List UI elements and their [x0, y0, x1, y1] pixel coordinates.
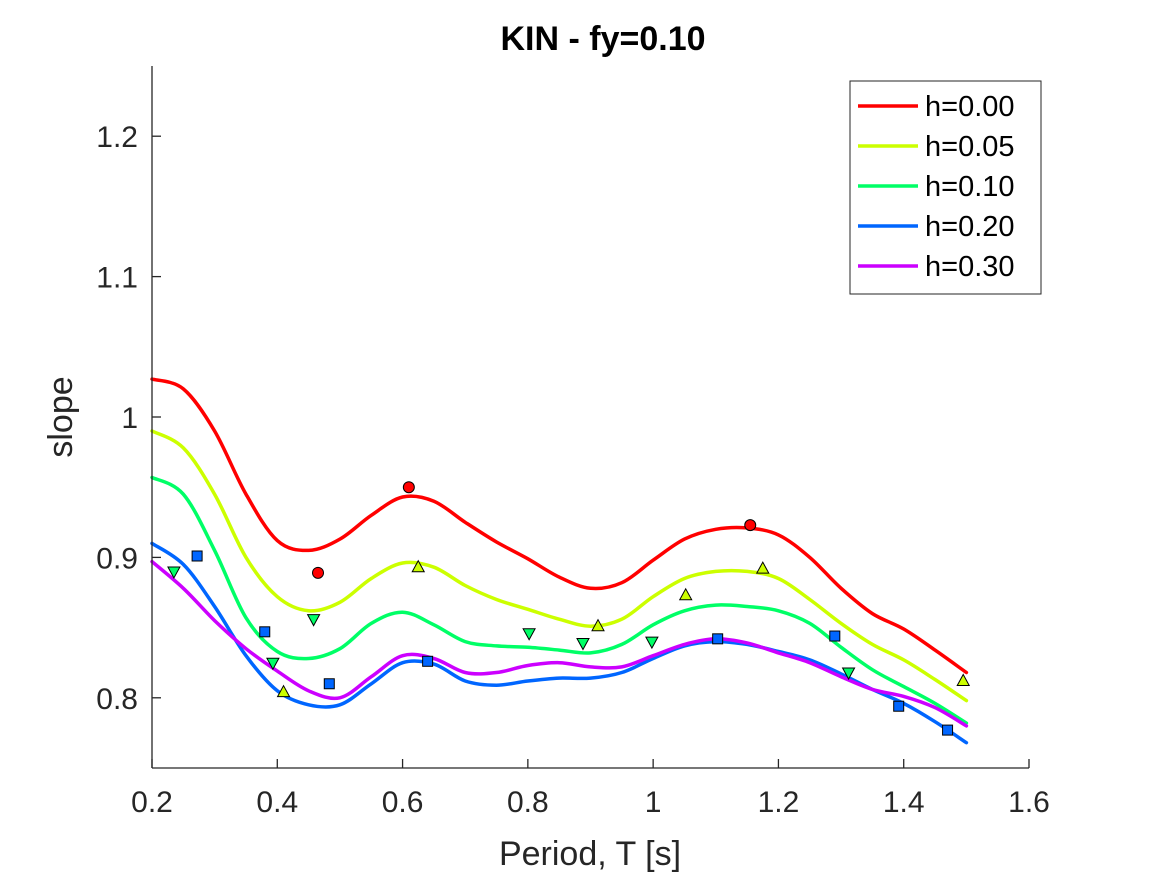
- series-line: [150, 429, 969, 703]
- x-tick-label: 0.8: [507, 786, 549, 819]
- x-tick-label: 0.4: [256, 786, 298, 819]
- series-points-h=0.05: [276, 559, 971, 698]
- data-point-triangle-up: [591, 618, 605, 632]
- data-point-triangle-up: [956, 673, 971, 686]
- legend-entry: h=0.30: [925, 251, 1015, 283]
- data-point-square: [323, 678, 335, 690]
- series-h=0.05: [150, 429, 969, 703]
- x-tick-label: 1.4: [883, 786, 925, 819]
- data-point-triangle-down: [576, 638, 590, 651]
- x-tick-label: 1.2: [758, 786, 800, 819]
- data-point-square: [191, 550, 203, 562]
- series-line: [150, 377, 969, 675]
- legend-entry: h=0.05: [925, 131, 1015, 163]
- series-h=0.30: [150, 559, 969, 728]
- legend-entry: h=0.00: [925, 91, 1015, 123]
- data-point-square: [422, 655, 434, 667]
- data-point-square: [712, 633, 724, 645]
- data-point-square: [829, 630, 841, 642]
- data-point-triangle-down: [306, 614, 321, 627]
- data-point-triangle-down: [167, 566, 181, 579]
- chart-title: KIN - fy=0.10: [500, 20, 705, 58]
- y-axis-label: slope: [42, 376, 80, 457]
- x-tick-label: 0.2: [131, 786, 173, 819]
- x-axis-label: Period, T [s]: [499, 835, 681, 873]
- legend: h=0.00 h=0.05 h=0.10 h=0.20 h=0.30: [849, 80, 1042, 295]
- series-points-h=0.10: [167, 566, 856, 681]
- data-point-triangle-up: [276, 684, 291, 698]
- data-point-circle: [312, 566, 325, 579]
- ticks: 0.2 0.4 0.6 0.8 1 1.2 1.4 1.6 0.8 0.9 1 1.1 1.2: [96, 121, 1050, 819]
- data-point-square: [942, 724, 954, 736]
- x-tick-label: 0.6: [382, 786, 424, 819]
- legend-entry: h=0.20: [925, 211, 1015, 243]
- x-tick-label: 1: [645, 786, 662, 819]
- y-tick-label: 1.2: [96, 121, 138, 154]
- data-point-circle: [744, 519, 757, 532]
- y-tick-label: 0.9: [96, 542, 138, 575]
- y-tick-label: 1: [121, 402, 138, 435]
- series-points-h=0.00: [312, 481, 757, 579]
- data-point-triangle-down: [841, 667, 856, 681]
- y-tick-label: 1.1: [96, 262, 138, 295]
- data-point-triangle-down: [266, 657, 280, 671]
- data-point-triangle-up: [411, 559, 426, 573]
- data-point-square: [893, 700, 905, 712]
- data-point-circle: [402, 481, 415, 494]
- legend-entry: h=0.10: [925, 171, 1015, 203]
- data-point-triangle-down: [645, 636, 659, 650]
- data-point-triangle-down: [522, 628, 536, 641]
- y-tick-label: 0.8: [96, 683, 138, 716]
- series-h=0.00: [150, 377, 969, 675]
- series-line: [150, 559, 969, 728]
- x-tick-label: 1.6: [1008, 786, 1050, 819]
- data-point-triangle-up: [755, 561, 770, 574]
- data-point-triangle-up: [678, 587, 693, 601]
- series-points-h=0.20: [191, 550, 954, 736]
- data-point-square: [259, 626, 271, 638]
- plot-area: [150, 377, 971, 745]
